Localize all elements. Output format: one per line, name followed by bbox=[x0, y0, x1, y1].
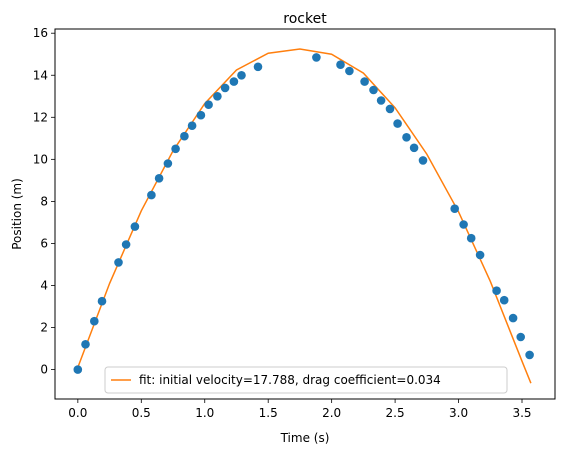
legend-fit-label: fit: initial velocity=17.788, drag coeff… bbox=[139, 373, 441, 387]
data-point bbox=[171, 144, 180, 154]
data-point bbox=[492, 286, 501, 296]
data-point bbox=[180, 131, 189, 141]
x-tick-label: 2.0 bbox=[322, 406, 341, 420]
data-point bbox=[459, 220, 468, 229]
data-point bbox=[213, 92, 222, 101]
data-point bbox=[154, 174, 164, 183]
data-point bbox=[393, 119, 402, 128]
data-point bbox=[516, 332, 525, 342]
x-tick-label: 1.5 bbox=[259, 406, 278, 420]
data-point bbox=[73, 365, 83, 374]
data-point bbox=[204, 100, 213, 109]
data-point bbox=[360, 77, 369, 86]
data-point bbox=[525, 350, 534, 360]
legend: fit: initial velocity=17.788, drag coeff… bbox=[104, 366, 508, 394]
data-point bbox=[450, 204, 460, 213]
x-axis: 0.0 0.5 1.0 1.5 2.0 2.5 3.0 3.5 bbox=[68, 399, 532, 420]
data-point bbox=[229, 77, 239, 86]
y-tick-label: 10 bbox=[33, 152, 48, 166]
data-point bbox=[97, 296, 107, 306]
y-tick-label: 2 bbox=[40, 321, 48, 335]
data-point bbox=[81, 340, 90, 349]
x-axis-title: Time (s) bbox=[280, 431, 330, 445]
x-tick-label: 0.0 bbox=[68, 406, 87, 420]
y-tick-label: 16 bbox=[33, 26, 48, 40]
data-point bbox=[121, 240, 131, 249]
y-tick-label: 6 bbox=[40, 236, 48, 250]
data-point bbox=[402, 133, 411, 142]
y-axis: 0 2 4 6 8 10 12 14 16 bbox=[33, 26, 55, 377]
data-point bbox=[418, 156, 428, 165]
data-point bbox=[369, 85, 378, 95]
y-tick-label: 0 bbox=[40, 363, 48, 377]
x-tick-label: 1.0 bbox=[195, 406, 214, 420]
data-point bbox=[336, 60, 345, 69]
chart-title: rocket bbox=[283, 11, 327, 27]
y-tick-label: 12 bbox=[33, 110, 48, 124]
x-tick-label: 0.5 bbox=[132, 406, 151, 420]
y-tick-label: 14 bbox=[33, 68, 48, 82]
data-point bbox=[466, 233, 476, 243]
data-point bbox=[345, 66, 354, 76]
data-point bbox=[409, 143, 419, 153]
y-axis-title: Position (m) bbox=[10, 178, 24, 250]
data-point bbox=[163, 159, 173, 168]
plot-frame bbox=[54, 28, 556, 400]
data-point bbox=[90, 316, 99, 326]
data-point bbox=[187, 121, 197, 130]
data-point bbox=[237, 71, 246, 80]
data-point bbox=[499, 295, 509, 305]
data-point bbox=[147, 190, 156, 200]
y-tick-label: 4 bbox=[40, 278, 48, 292]
data-point bbox=[385, 104, 395, 114]
x-tick-label: 2.5 bbox=[386, 406, 405, 420]
points-layer bbox=[73, 53, 534, 374]
x-tick-label: 3.0 bbox=[449, 406, 468, 420]
data-point bbox=[508, 313, 518, 323]
legend-box bbox=[104, 366, 508, 394]
x-tick-label: 3.5 bbox=[512, 406, 531, 420]
data-point bbox=[196, 110, 206, 120]
data-point bbox=[253, 62, 263, 72]
data-point bbox=[475, 250, 485, 260]
data-point bbox=[376, 96, 386, 105]
y-tick-label: 8 bbox=[40, 194, 48, 208]
data-point bbox=[312, 53, 321, 62]
data-point bbox=[220, 83, 230, 93]
data-point bbox=[114, 258, 123, 267]
data-point bbox=[130, 222, 140, 231]
